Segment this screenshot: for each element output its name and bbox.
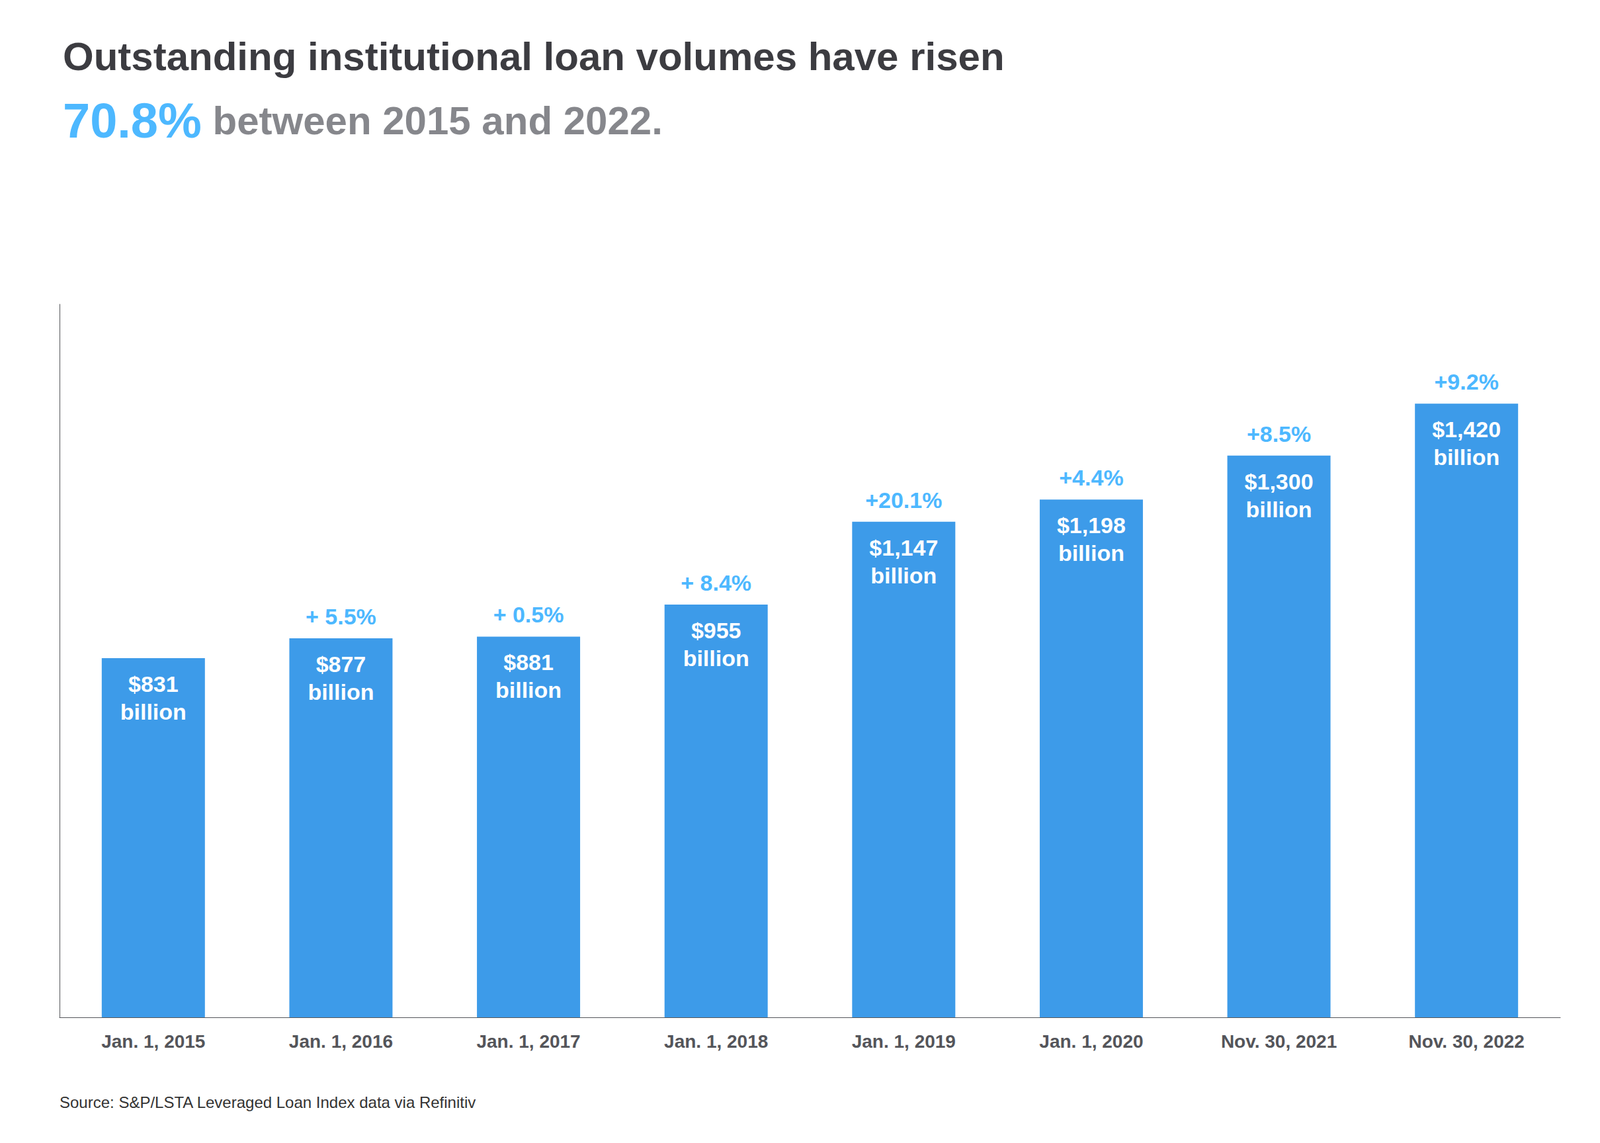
svg-text:billion: billion (495, 677, 562, 703)
svg-text:between 2015 and 2022.: between 2015 and 2022. (201, 98, 663, 143)
svg-text:+ 8.4%: + 8.4% (680, 570, 752, 596)
svg-text:$1,147: $1,147 (869, 535, 938, 561)
svg-text:$831: $831 (128, 671, 179, 697)
svg-text:billion: billion (870, 562, 937, 589)
svg-text:$1,198: $1,198 (1056, 512, 1126, 538)
svg-text:Source: S&P/LSTA Leveraged Loa: Source: S&P/LSTA Leveraged Loan Index da… (59, 1093, 476, 1112)
svg-text:$1,300: $1,300 (1244, 468, 1314, 495)
svg-text:billion: billion (683, 645, 750, 671)
svg-text:Jan. 1, 2018: Jan. 1, 2018 (664, 1031, 768, 1052)
svg-text:$1,420: $1,420 (1431, 416, 1501, 442)
svg-text:billion: billion (1058, 540, 1125, 566)
svg-text:+9.2%: +9.2% (1434, 369, 1499, 395)
svg-text:$955: $955 (691, 617, 742, 643)
svg-text:+20.1%: +20.1% (865, 487, 942, 513)
svg-text:70.8%: 70.8% (62, 93, 202, 149)
svg-text:Jan. 1, 2017: Jan. 1, 2017 (476, 1031, 581, 1052)
svg-text:+ 5.5%: + 5.5% (305, 603, 377, 630)
svg-text:billion: billion (1433, 444, 1500, 470)
svg-text:billion: billion (307, 679, 374, 705)
svg-text:Jan. 1, 2016: Jan. 1, 2016 (289, 1031, 393, 1052)
svg-text:Nov. 30, 2021: Nov. 30, 2021 (1221, 1031, 1337, 1052)
svg-text:+4.4%: +4.4% (1058, 464, 1124, 491)
svg-text:billion: billion (1246, 496, 1313, 522)
svg-text:Jan. 1, 2015: Jan. 1, 2015 (101, 1031, 206, 1052)
svg-text:+ 0.5%: + 0.5% (493, 601, 565, 628)
svg-text:$877: $877 (316, 651, 367, 677)
svg-text:Jan. 1, 2020: Jan. 1, 2020 (1039, 1031, 1143, 1052)
svg-text:+8.5%: +8.5% (1246, 421, 1311, 447)
svg-text:Outstanding institutional loan: Outstanding institutional loan volumes h… (62, 34, 1005, 79)
svg-text:billion: billion (120, 699, 187, 725)
svg-text:Nov. 30, 2022: Nov. 30, 2022 (1408, 1031, 1525, 1052)
svg-text:Jan. 1, 2019: Jan. 1, 2019 (851, 1031, 956, 1052)
svg-text:$881: $881 (503, 649, 554, 675)
